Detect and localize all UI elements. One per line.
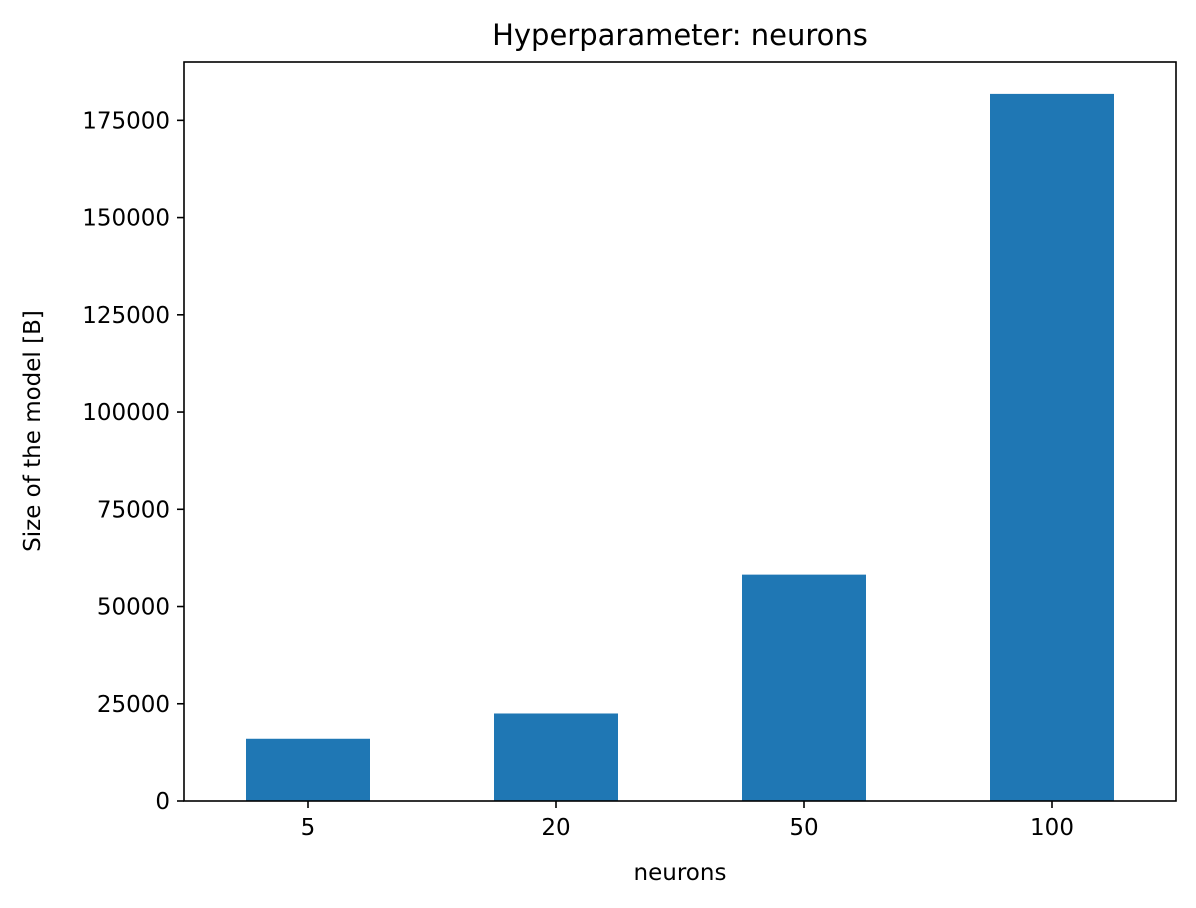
chart-title: Hyperparameter: neurons	[492, 18, 868, 52]
x-tick-label: 20	[541, 815, 570, 841]
x-tick-label: 100	[1030, 815, 1074, 841]
y-tick-label: 25000	[97, 692, 170, 718]
y-tick-label: 0	[155, 789, 170, 815]
y-tick-label: 150000	[82, 206, 170, 232]
bar-5	[246, 738, 370, 801]
x-tick-label: 50	[789, 815, 818, 841]
x-tick-label: 5	[301, 815, 316, 841]
bars-group	[246, 93, 1114, 802]
bar-20	[494, 713, 618, 801]
y-tick-label: 175000	[82, 108, 170, 134]
y-tick-label: 75000	[97, 497, 170, 523]
bar-50	[742, 574, 866, 801]
y-tick-label: 125000	[82, 303, 170, 329]
bar-100	[990, 93, 1114, 802]
y-axis-label: Size of the model [B]	[20, 310, 46, 552]
y-tick-label: 50000	[97, 595, 170, 621]
y-axis-ticks: 0 25000 50000 75000 100000 125000 150000 175000	[82, 108, 184, 815]
plot-frame	[183, 61, 1177, 802]
y-tick-label: 100000	[82, 400, 170, 426]
x-axis-label: neurons	[634, 860, 727, 886]
x-axis-ticks: 5 20 50 100	[301, 801, 1074, 841]
